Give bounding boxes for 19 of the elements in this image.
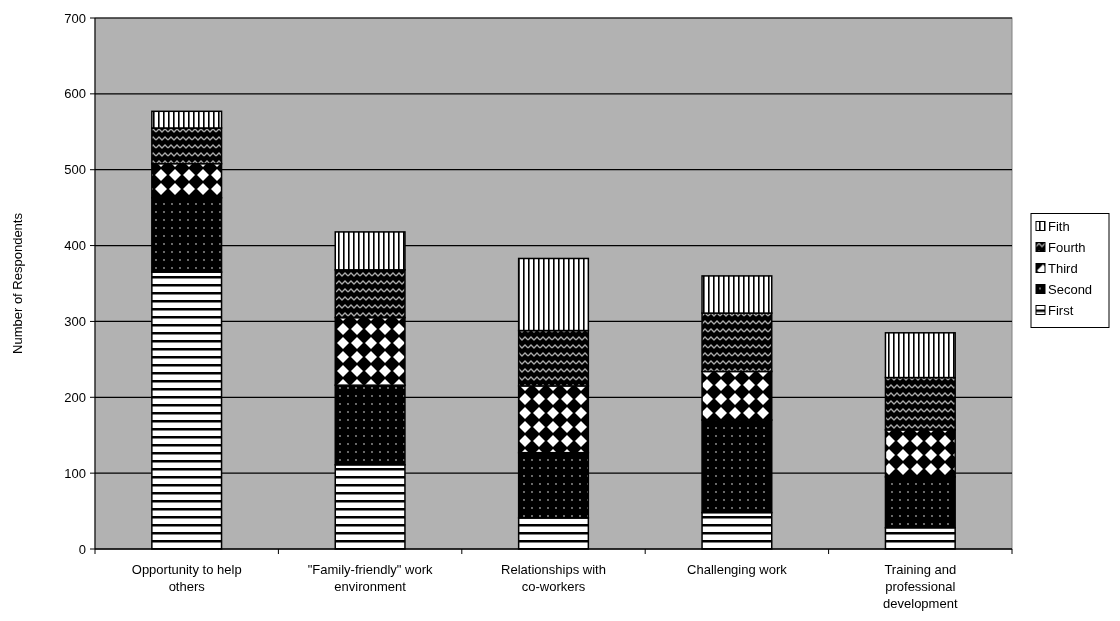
y-tick-label: 400 [64,238,86,254]
legend-label: Fourth [1048,240,1086,256]
y-tick-label: 0 [78,541,86,557]
y-axis-title: Number of Respondents [10,212,25,354]
legend-label: Fith [1048,219,1070,235]
x-tick-label: Relationships with co-workers [501,562,606,594]
x-tick-label: Opportunity to help others [131,562,242,594]
y-tick-label: 300 [64,313,86,329]
legend-label: Second [1048,282,1093,298]
y-tick-label: 200 [64,389,86,405]
y-tick-label: 700 [64,10,86,26]
legend-label: First [1048,303,1074,319]
legend-label: Third [1048,261,1078,277]
y-tick-label: 600 [64,86,86,102]
x-tick-label: "Family-friendly" work environment [307,562,433,594]
x-tick-label: Training and professional development [883,562,958,611]
x-tick-label: Challenging work [687,562,788,577]
y-tick-label: 100 [64,465,86,481]
y-tick-label: 500 [64,162,86,178]
